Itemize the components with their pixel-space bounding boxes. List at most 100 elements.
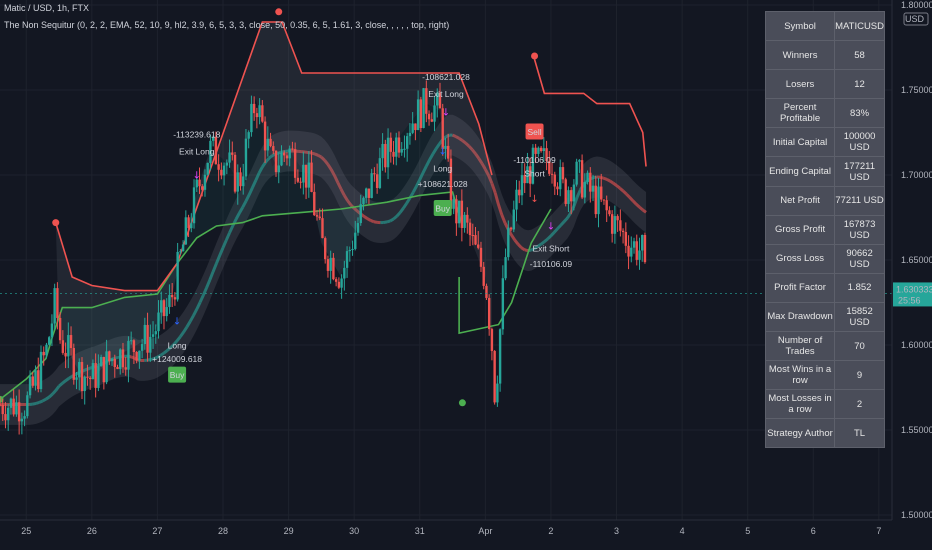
candle-body	[195, 179, 198, 188]
ma-line-segment	[533, 245, 539, 250]
ma-line-segment	[461, 139, 467, 145]
signal-badge	[433, 200, 452, 216]
ma-line-segment	[264, 157, 271, 164]
ma-line-segment	[622, 189, 628, 196]
ma-line-segment	[599, 175, 604, 180]
ma-line-segment	[405, 197, 412, 205]
ma-line-segment	[395, 211, 402, 218]
ma-line-segment	[572, 196, 579, 207]
candle-body	[135, 352, 138, 361]
candle-body	[504, 257, 507, 279]
ma-line-segment	[510, 234, 517, 241]
stats-row: Profit Factor 1.852	[764, 272, 885, 303]
ma-line-segment	[500, 214, 507, 224]
ma-line-segment	[618, 186, 625, 193]
supertrend-long-2-line	[458, 208, 552, 335]
ma-line-segment	[513, 239, 520, 246]
candle-body	[436, 92, 439, 106]
ma-line-segment	[241, 200, 248, 209]
ma-line-segment	[251, 179, 258, 189]
candle-body	[225, 162, 229, 166]
candle-body	[247, 132, 250, 139]
candle-body	[56, 288, 59, 318]
ma-line-segment	[317, 153, 323, 159]
candle-body	[285, 155, 289, 159]
candle-body	[28, 376, 32, 396]
candle-body	[274, 150, 278, 173]
candle-body	[384, 143, 387, 168]
candle-body	[140, 344, 144, 351]
ma-line-segment	[363, 215, 369, 220]
price-tick-label: 1.700000	[901, 170, 932, 180]
ma-line-segment	[320, 156, 326, 162]
candle-body	[512, 209, 515, 230]
candle-body	[42, 351, 45, 356]
time-tick-label: 25	[21, 526, 31, 536]
ma-line-segment	[51, 389, 57, 396]
symbol-title[interactable]: Matic / USD, 1h, FTX	[4, 3, 90, 13]
ma-line-segment	[477, 157, 484, 165]
candle-body	[460, 200, 464, 228]
trade-annotation-text: Exit Short	[533, 244, 570, 254]
candle-body	[67, 335, 70, 357]
stats-row: Most Losses in a row 2	[764, 389, 885, 420]
stats-row: Losers 12	[764, 69, 885, 100]
candle-body	[91, 363, 95, 380]
stats-row: Strategy Author TL	[764, 418, 885, 449]
supertrend-short-2-dot	[275, 8, 283, 16]
ma-line-segment	[389, 217, 395, 223]
order-arrow-icon: ↓	[547, 221, 555, 232]
candle-body	[34, 370, 37, 386]
stats-label: Winners	[764, 40, 836, 71]
candle-body	[184, 217, 188, 245]
ma-line-segment	[490, 182, 497, 194]
ma-line-segment	[208, 270, 215, 281]
indicator-legend[interactable]: The Non Sequitur (0, 2, 2, EMA, 52, 10, …	[4, 20, 450, 30]
candle-body	[591, 185, 595, 192]
candle-body	[326, 259, 330, 271]
ma-line-segment	[323, 159, 330, 166]
candle-body	[332, 257, 335, 280]
ma-line-segment	[61, 379, 67, 385]
price-tick-label-top: 1.800000	[901, 0, 932, 10]
ma-line-segment	[234, 212, 241, 220]
candle-body	[258, 105, 261, 118]
candle-body	[351, 248, 354, 250]
stats-label: Strategy Author	[764, 418, 836, 449]
candle-body	[389, 137, 392, 152]
ma-line-segment	[41, 397, 47, 403]
trade-annotation-text: +108621.028	[418, 179, 468, 189]
ma-line-segment	[333, 174, 340, 184]
ma-line-segment	[524, 248, 529, 253]
candle-body	[78, 361, 81, 378]
candle-body	[635, 241, 638, 260]
price-tick-label: 1.600000	[901, 340, 932, 350]
candle-body	[211, 136, 215, 141]
candle-body	[50, 323, 54, 338]
candle-body	[302, 164, 305, 183]
candle-body	[263, 121, 267, 151]
candle-body	[304, 164, 308, 188]
candle-body	[359, 204, 362, 224]
candle-body	[337, 281, 341, 288]
candle-body	[307, 162, 311, 188]
ma-line-segment	[480, 162, 487, 171]
stats-label: Ending Capital	[764, 156, 836, 187]
candle-body	[559, 167, 562, 190]
candle-body	[597, 186, 600, 215]
ma-line-segment	[185, 320, 192, 328]
trade-annotations: -113239.618 Exit Long Long +124009.618 Buy -1…	[152, 72, 572, 383]
candle-body	[392, 151, 395, 157]
candle-body	[416, 99, 420, 131]
candle-body	[329, 257, 332, 271]
candle-body	[578, 160, 581, 162]
candle-body	[438, 92, 442, 109]
ma-line-segment	[88, 366, 93, 371]
candle-body	[105, 351, 108, 383]
ma-band-fill	[0, 114, 647, 425]
stats-value: MATICUSD	[834, 10, 885, 42]
ma-line-segment	[150, 357, 155, 361]
ma-line-segment	[383, 220, 388, 224]
candle-body	[165, 307, 168, 317]
candle-body	[378, 158, 382, 188]
